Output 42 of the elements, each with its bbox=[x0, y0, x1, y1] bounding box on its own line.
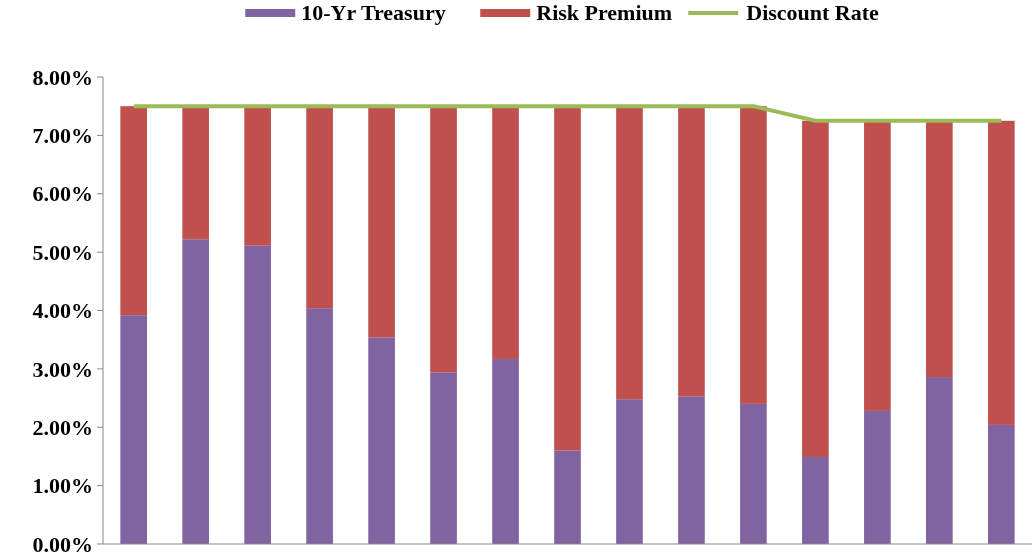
bar bbox=[740, 403, 767, 544]
bar bbox=[182, 239, 209, 544]
legend-label: Risk Premium bbox=[536, 0, 673, 25]
bar bbox=[926, 120, 953, 378]
y-tick-label: 3.00% bbox=[32, 356, 93, 382]
bar bbox=[554, 450, 581, 544]
bar bbox=[368, 106, 395, 338]
bar bbox=[306, 106, 333, 309]
y-tick-label: 8.00% bbox=[32, 64, 93, 90]
bar bbox=[864, 410, 891, 544]
bar bbox=[616, 399, 643, 544]
y-tick-label: 1.00% bbox=[32, 473, 93, 499]
bar bbox=[988, 120, 1015, 425]
bar bbox=[430, 106, 457, 373]
y-tick-label: 4.00% bbox=[32, 298, 93, 324]
bar bbox=[678, 396, 705, 544]
y-tick-label: 6.00% bbox=[32, 181, 93, 207]
y-tick-label: 2.00% bbox=[32, 414, 93, 440]
bar bbox=[802, 120, 829, 458]
bar bbox=[244, 245, 271, 544]
y-tick-label: 7.00% bbox=[32, 123, 93, 149]
bar bbox=[120, 106, 147, 316]
bar bbox=[678, 106, 705, 397]
bar bbox=[740, 106, 767, 404]
legend-label: 10-Yr Treasury bbox=[301, 0, 446, 25]
bar bbox=[802, 457, 829, 544]
bar bbox=[616, 106, 643, 400]
bar bbox=[244, 106, 271, 246]
bar bbox=[368, 337, 395, 544]
bar bbox=[988, 424, 1015, 544]
bar bbox=[120, 315, 147, 544]
bar bbox=[554, 106, 581, 451]
y-tick-label: 0.00% bbox=[32, 531, 93, 557]
bar bbox=[926, 377, 953, 544]
bar bbox=[430, 372, 457, 544]
bar bbox=[306, 308, 333, 544]
legend-label: Discount Rate bbox=[746, 0, 880, 25]
bar bbox=[492, 106, 519, 359]
y-tick-label: 5.00% bbox=[32, 239, 93, 265]
bar bbox=[182, 106, 209, 240]
bar bbox=[864, 120, 891, 411]
bar bbox=[492, 358, 519, 544]
